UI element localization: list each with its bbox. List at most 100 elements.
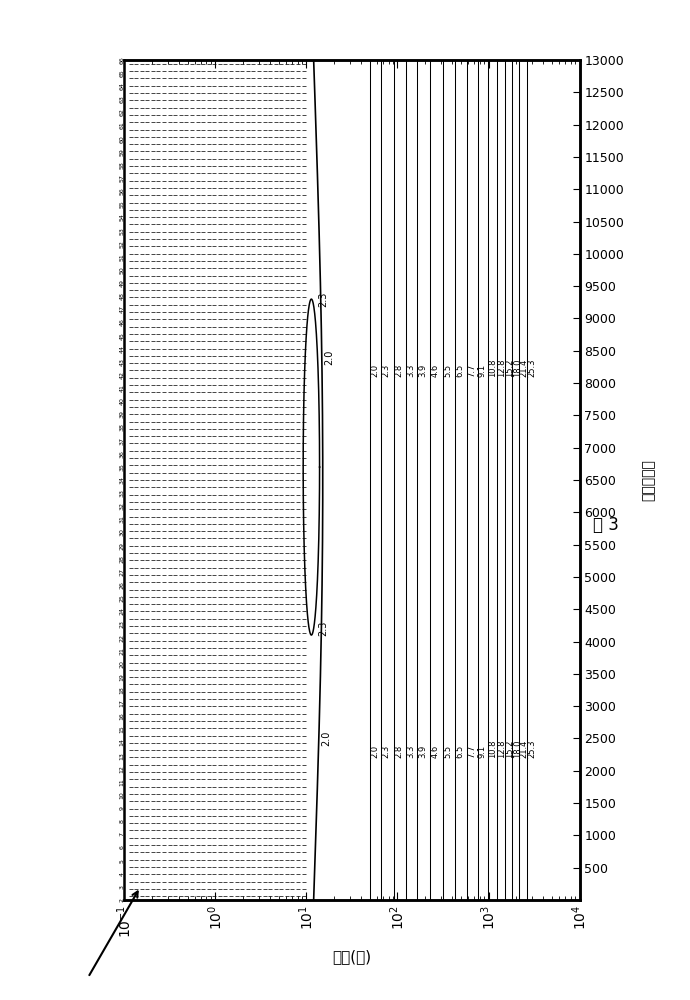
Text: 16: 16 (119, 712, 124, 720)
Text: 63: 63 (119, 95, 124, 103)
Text: 50: 50 (119, 266, 124, 274)
Text: 20: 20 (119, 660, 124, 668)
Text: 31: 31 (119, 515, 124, 523)
Text: 18.0: 18.0 (513, 358, 522, 377)
Text: 2.3: 2.3 (319, 621, 328, 636)
Text: 12.8: 12.8 (497, 358, 506, 377)
Text: 25.3: 25.3 (527, 358, 536, 377)
Text: 30: 30 (119, 529, 124, 536)
Text: 21: 21 (119, 647, 124, 655)
Text: 2.0: 2.0 (371, 363, 380, 377)
Text: 15.2: 15.2 (505, 358, 514, 377)
Text: 38: 38 (119, 424, 124, 431)
Text: 33: 33 (119, 489, 124, 497)
Text: 48: 48 (119, 292, 124, 300)
Text: 21.4: 21.4 (520, 358, 529, 377)
Text: 26: 26 (119, 581, 124, 589)
Text: 11: 11 (119, 778, 124, 786)
Text: 4.6: 4.6 (431, 363, 440, 377)
Text: 60: 60 (119, 135, 124, 143)
Text: 36: 36 (119, 450, 124, 458)
Text: 21.4: 21.4 (520, 739, 529, 758)
Text: 2.8: 2.8 (394, 745, 403, 758)
Text: 35: 35 (119, 463, 124, 471)
Text: 19: 19 (119, 673, 124, 681)
Text: 12.8: 12.8 (497, 739, 506, 758)
Text: 3.3: 3.3 (406, 744, 415, 758)
Text: 65: 65 (119, 69, 124, 77)
Text: 6.5: 6.5 (455, 363, 464, 377)
Text: 64: 64 (119, 82, 124, 90)
Text: 41: 41 (119, 384, 124, 392)
Text: 45: 45 (119, 332, 124, 340)
Text: 4: 4 (119, 872, 124, 876)
Text: 2.8: 2.8 (394, 363, 403, 377)
Text: 3.3: 3.3 (406, 363, 415, 377)
X-axis label: 周期(秒): 周期(秒) (333, 949, 371, 964)
Text: 7.7: 7.7 (467, 744, 476, 758)
Text: 15: 15 (119, 726, 124, 733)
Text: 17: 17 (119, 699, 124, 707)
Text: 56: 56 (119, 187, 124, 195)
Text: 55: 55 (119, 200, 124, 208)
Text: 44: 44 (119, 345, 124, 353)
Text: 图 3: 图 3 (593, 516, 620, 534)
Text: 27: 27 (119, 568, 124, 576)
Text: 2.3: 2.3 (382, 363, 391, 377)
Y-axis label: 距离（米）: 距离（米） (641, 459, 655, 501)
Text: 61: 61 (119, 122, 124, 129)
Text: 23: 23 (119, 620, 124, 628)
Text: 28: 28 (119, 555, 124, 563)
Text: 4.6: 4.6 (431, 745, 440, 758)
Text: 2.3: 2.3 (319, 291, 328, 307)
Text: 2.0: 2.0 (371, 745, 380, 758)
Text: 42: 42 (119, 371, 124, 379)
Text: 43: 43 (119, 358, 124, 366)
Text: 2.0: 2.0 (324, 350, 335, 365)
Text: 13: 13 (119, 752, 124, 760)
Text: 3.9: 3.9 (418, 363, 427, 377)
Text: 37: 37 (119, 437, 124, 445)
Text: 58: 58 (119, 161, 124, 169)
Text: 25.3: 25.3 (527, 739, 536, 758)
Text: 62: 62 (119, 109, 124, 116)
Text: 51: 51 (119, 253, 124, 261)
Text: 9.1: 9.1 (478, 745, 487, 758)
Text: 34: 34 (119, 476, 124, 484)
Text: 25: 25 (119, 594, 124, 602)
Text: 14: 14 (119, 739, 124, 746)
Text: 24: 24 (119, 607, 124, 615)
Text: 5.5: 5.5 (444, 745, 453, 758)
Text: 10: 10 (119, 791, 124, 799)
Text: 5: 5 (119, 859, 124, 863)
Text: 40: 40 (119, 397, 124, 405)
Text: 49: 49 (119, 279, 124, 287)
Text: 47: 47 (119, 305, 124, 313)
Text: 18.0: 18.0 (513, 739, 522, 758)
Text: 3.9: 3.9 (418, 745, 427, 758)
Text: 6: 6 (119, 846, 124, 849)
Text: 53: 53 (119, 227, 124, 235)
Text: 2.0: 2.0 (322, 731, 332, 746)
Text: 10.8: 10.8 (488, 739, 497, 758)
Text: 66: 66 (119, 56, 124, 64)
Text: 6.5: 6.5 (455, 745, 464, 758)
Text: 59: 59 (119, 148, 124, 156)
Text: 52: 52 (119, 240, 124, 248)
Text: 9.1: 9.1 (478, 363, 487, 377)
Text: 54: 54 (119, 214, 124, 221)
Text: 46: 46 (119, 319, 124, 326)
Text: 57: 57 (119, 174, 124, 182)
Text: 12: 12 (119, 765, 124, 773)
Text: 2.3: 2.3 (382, 745, 391, 758)
Text: 15.2: 15.2 (505, 739, 514, 758)
Text: 32: 32 (119, 502, 124, 510)
Text: 39: 39 (119, 410, 124, 418)
Text: 7.7: 7.7 (467, 363, 476, 377)
Text: 8: 8 (119, 819, 124, 823)
Text: 10.8: 10.8 (488, 358, 497, 377)
Text: 22: 22 (119, 634, 124, 642)
Text: 5.5: 5.5 (444, 363, 453, 377)
Text: 29: 29 (119, 542, 124, 550)
Text: 9: 9 (119, 806, 124, 810)
